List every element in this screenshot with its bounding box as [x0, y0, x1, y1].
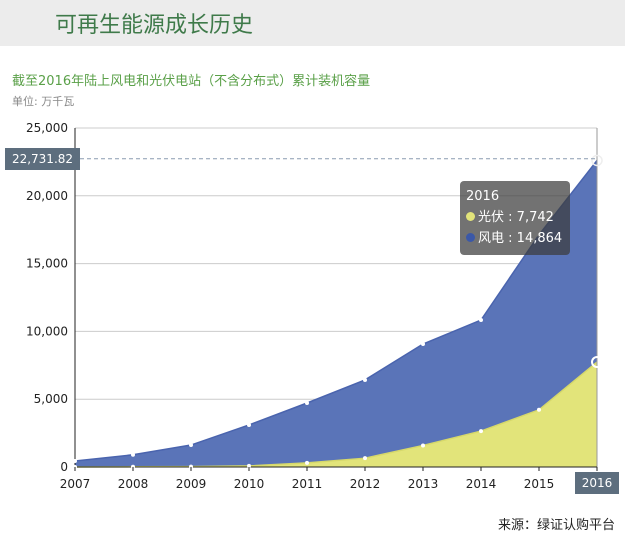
point-wind: [305, 400, 309, 405]
tooltip-row-solar: 光伏 : 7,742: [466, 207, 564, 228]
x-tick-label: 2014: [466, 477, 497, 491]
point-solar: [305, 460, 309, 465]
x-tick-label: 2011: [292, 477, 323, 491]
tooltip-series-name: 风电: [478, 231, 505, 246]
point-wind: [479, 318, 483, 323]
tooltip-title: 2016: [466, 189, 500, 204]
y-tick-label: 15,000: [26, 257, 68, 271]
x-tick-label: 2012: [350, 477, 381, 491]
x-tick-label: 2009: [176, 477, 207, 491]
point-solar: [189, 464, 193, 469]
source-note: 来源：绿证认购平台: [497, 518, 615, 533]
legend-dot-icon: [466, 212, 475, 221]
area-solar: [75, 362, 597, 467]
x-tick-label: 2008: [118, 477, 149, 491]
point-wind: [363, 377, 367, 382]
tooltip-series-name: 光伏: [478, 210, 505, 225]
point-wind: [73, 459, 77, 464]
chart-title: 截至2016年陆上风电和光伏电站（不含分布式）累计装机容量: [12, 74, 371, 89]
y-tick-label: 5,000: [34, 392, 68, 406]
highlight-point-solar: [591, 356, 603, 369]
point-solar: [131, 464, 135, 469]
crosshair-x-label: 2016: [575, 472, 619, 494]
y-tick-label: 0: [60, 460, 68, 474]
legend-dot-icon: [466, 233, 475, 242]
y-tick-label: 10,000: [26, 324, 68, 338]
point-wind: [421, 342, 425, 347]
point-solar: [537, 407, 541, 412]
point-solar: [73, 464, 77, 469]
x-tick-label: 2013: [408, 477, 439, 491]
y-tick-label: 20,000: [26, 189, 68, 203]
tooltip: 2016 光伏 : 7,742 风电 : 14,864: [460, 181, 570, 255]
point-solar: [247, 463, 251, 468]
point-wind: [247, 422, 251, 427]
tooltip-value: 7,742: [516, 210, 554, 225]
point-solar: [479, 429, 483, 434]
x-tick-label: 2015: [524, 477, 555, 491]
crosshair-y-label: 22,731.82: [5, 148, 80, 170]
y-tick-label: 25,000: [26, 121, 68, 135]
header: 可再生能源成长历史: [0, 0, 625, 46]
point-solar: [363, 456, 367, 461]
point-wind: [131, 452, 135, 457]
page-title: 可再生能源成长历史: [55, 13, 254, 38]
highlight-point-wind: [591, 154, 603, 167]
tooltip-row-wind: 风电 : 14,864: [466, 228, 564, 249]
line-wind: [74, 160, 598, 462]
point-wind: [189, 443, 193, 448]
tooltip-value: 14,864: [516, 231, 563, 246]
x-tick-label: 2010: [234, 477, 265, 491]
point-solar: [421, 443, 425, 448]
unit-label: 单位: 万千瓦: [12, 95, 75, 108]
area-wind: [75, 160, 597, 467]
x-tick-label: 2007: [60, 477, 91, 491]
